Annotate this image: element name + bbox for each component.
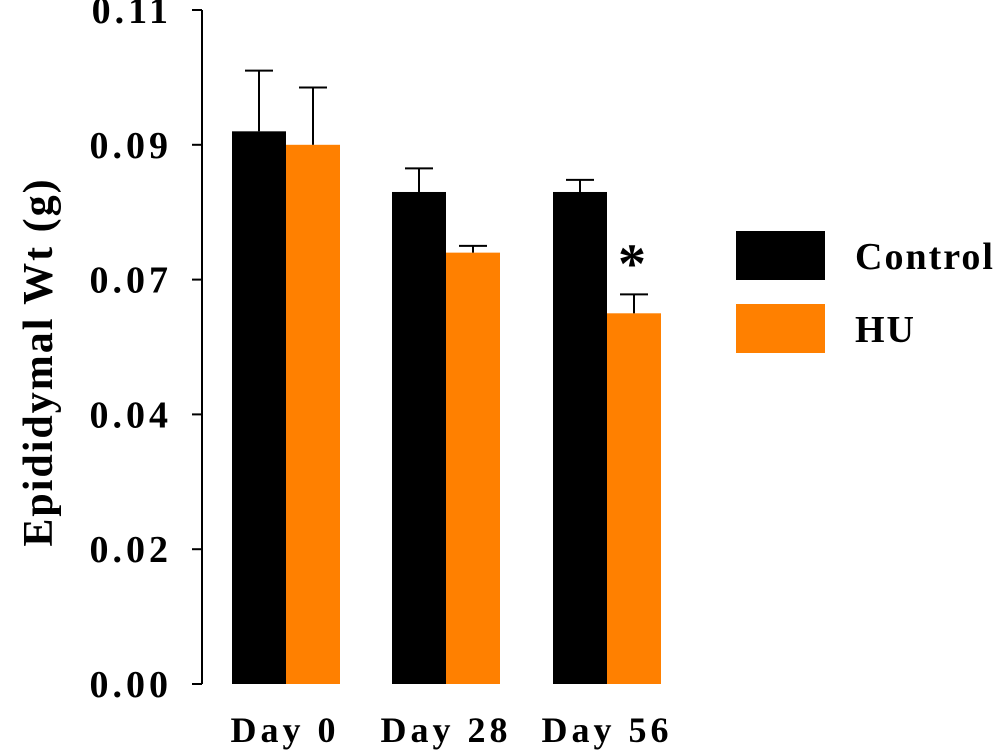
y-tick-label: 0.11 xyxy=(92,0,172,32)
bar-hu-3 xyxy=(607,313,661,684)
x-category-label: Day 0 xyxy=(231,710,340,750)
legend-label-hu: HU xyxy=(855,309,916,351)
legend-swatch-hu xyxy=(736,304,825,353)
bar-control-3 xyxy=(553,191,607,685)
y-tick-label: 0.07 xyxy=(90,260,173,302)
y-tick-label: 0.09 xyxy=(90,125,173,167)
x-category-label: Day 56 xyxy=(542,710,673,750)
bar-hu-2 xyxy=(446,252,500,684)
y-axis-label: Epididymal Wt (g) xyxy=(16,177,62,546)
legend: Control HU xyxy=(736,231,995,353)
x-category-label: Day 28 xyxy=(381,710,512,750)
bar-control-1 xyxy=(232,131,286,684)
bars xyxy=(232,131,661,685)
legend-label-control: Control xyxy=(855,236,995,278)
y-tick-label: 0.00 xyxy=(90,664,173,706)
bar-hu-1 xyxy=(286,144,340,685)
significance-asterisk: * xyxy=(618,233,646,295)
error-bars xyxy=(245,69,648,314)
legend-swatch-control xyxy=(736,231,825,280)
y-tick-label: 0.02 xyxy=(90,529,173,571)
bar-control-2 xyxy=(392,191,446,685)
y-tick-label: 0.04 xyxy=(90,394,173,436)
y-ticks: 0.00 0.02 0.04 0.07 0.09 0.11 xyxy=(90,0,202,706)
x-category-labels: Day 0 Day 28 Day 56 xyxy=(231,710,673,750)
